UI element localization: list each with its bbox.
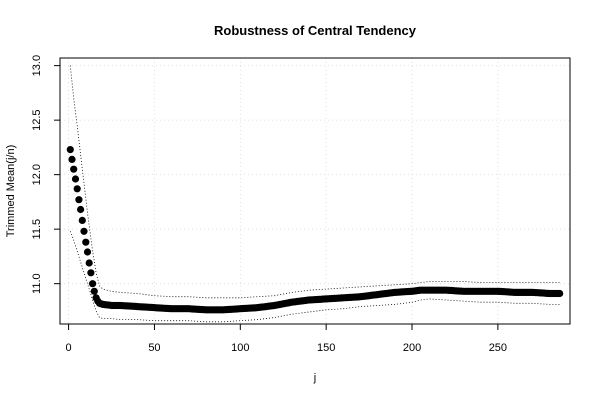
data-point [90,287,98,295]
data-point [71,175,80,183]
data-point [556,289,564,298]
data-point [82,238,90,246]
data-point [66,146,74,154]
data-point [75,196,83,204]
y-axis-label: Trimmed Mean(j/n) [5,145,17,238]
x-axis: 0 50 100 150 200 250 [66,324,507,354]
data-point [83,248,92,256]
data-point [68,155,76,163]
y-tick-label: 11.0 [31,273,43,294]
data-point [80,227,88,235]
data-point [87,269,95,277]
x-axis-label: j [313,372,316,384]
x-tick-label: 100 [231,342,249,354]
data-point [73,185,81,193]
x-tick-label: 250 [489,342,507,354]
upper-band-line [69,65,560,299]
lower-band-line [69,231,560,323]
data-point [85,259,93,267]
x-tick-label: 50 [148,342,160,354]
confidence-bands [69,65,560,323]
y-tick-label: 11.5 [31,219,43,240]
chart-title: Robustness of Central Tendency [214,23,417,38]
y-axis: 11.0 11.5 12.0 12.5 13.0 [31,55,60,294]
y-tick-label: 13.0 [31,55,43,76]
x-tick-label: 0 [66,342,72,354]
data-point [89,280,97,288]
plot-frame [59,57,571,325]
x-tick-label: 200 [403,342,421,354]
data-points [66,146,564,314]
data-point [78,216,86,224]
grid [60,58,570,324]
data-point [70,165,78,173]
x-tick-label: 150 [317,342,335,354]
data-point [77,205,85,214]
y-tick-label: 12.0 [31,164,43,185]
y-tick-label: 12.5 [31,109,43,130]
